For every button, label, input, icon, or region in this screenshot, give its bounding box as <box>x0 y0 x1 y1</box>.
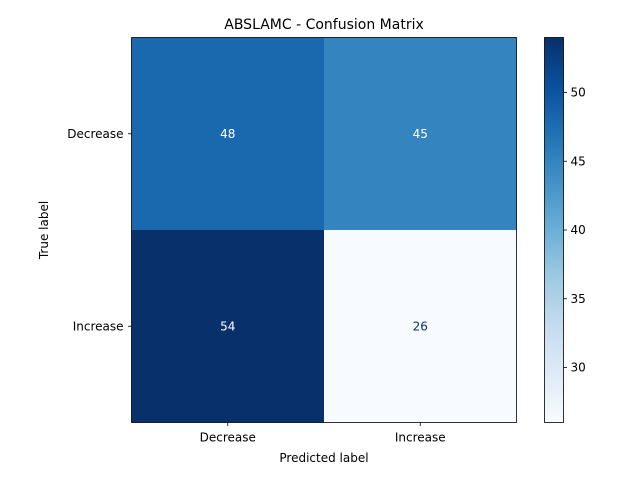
colorbar-tick-label: 40 <box>571 223 586 237</box>
heatmap-cell <box>324 230 517 423</box>
colorbar-tick-label: 30 <box>571 361 586 375</box>
colorbar-tick-label: 45 <box>571 154 586 168</box>
heatmap-cells: 48 45 54 26 <box>131 37 517 423</box>
axis-ticks: Decrease Increase Decrease Increase <box>67 127 445 445</box>
colorbar-ticks: 30 35 40 45 50 <box>563 86 586 375</box>
chart-title: ABSLAMC - Confusion Matrix <box>224 17 424 33</box>
colorbar-tick-label: 50 <box>571 86 586 100</box>
cell-value-label: 26 <box>413 319 428 333</box>
x-tick-label: Decrease <box>200 431 256 445</box>
y-axis-label: True label <box>37 201 51 260</box>
heatmap-cell <box>131 230 324 423</box>
colorbar-tick-label: 35 <box>571 292 586 306</box>
y-tick-label: Decrease <box>67 127 123 141</box>
cell-value-label: 54 <box>220 319 235 333</box>
cell-value-label: 48 <box>220 127 235 141</box>
colorbar <box>544 37 564 423</box>
heatmap-cell <box>131 37 324 230</box>
heatmap-cell <box>324 37 517 230</box>
x-tick-label: Increase <box>395 431 446 445</box>
cell-value-label: 45 <box>413 127 428 141</box>
plot-frame <box>131 37 517 423</box>
x-axis-label: Predicted label <box>279 451 368 465</box>
y-tick-label: Increase <box>73 319 124 333</box>
